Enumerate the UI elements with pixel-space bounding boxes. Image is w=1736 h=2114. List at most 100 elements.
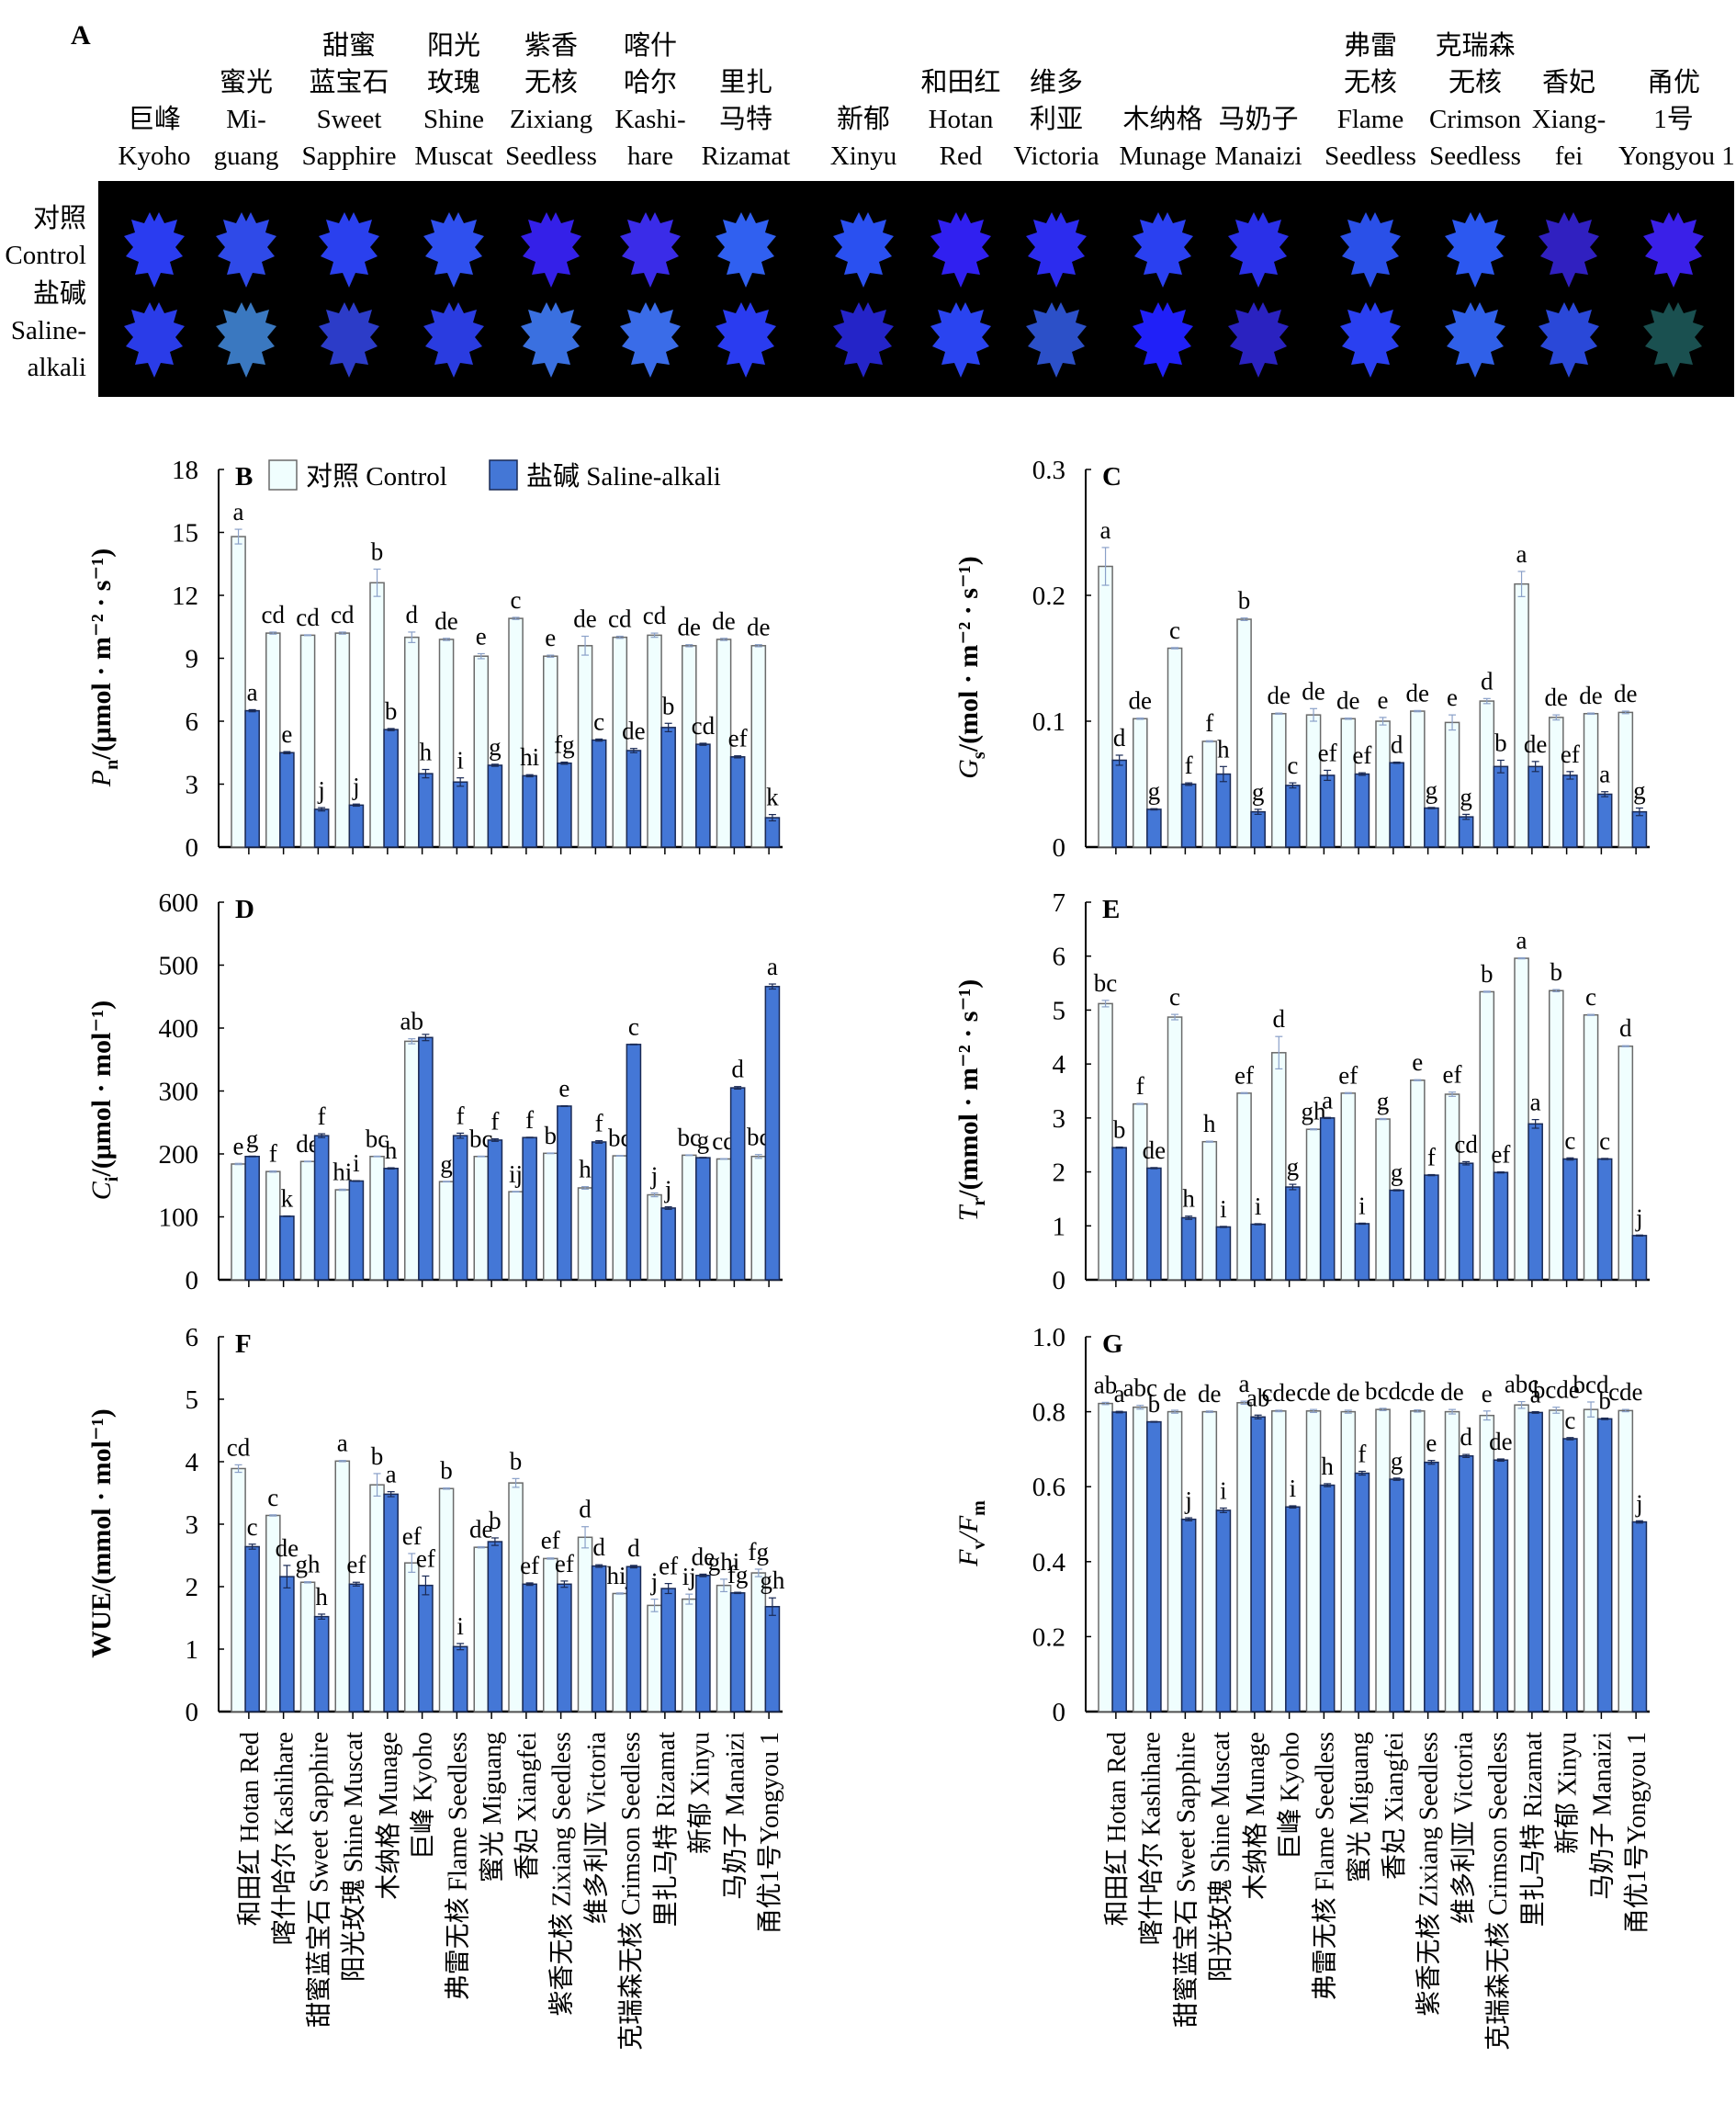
significance-letter: cd [262,601,286,628]
y-tick-label: 3 [186,771,199,800]
significance-letter: e [1426,1430,1437,1457]
significance-letter: d [1391,731,1403,759]
bar-saline-alkali [1250,810,1266,848]
bar-control [1133,1102,1148,1281]
leaf-stress [1641,299,1706,379]
bar-control [1271,1410,1287,1713]
bar-saline-alkali [591,739,607,848]
bar-control [438,1181,455,1281]
significance-letter: ef [659,1553,678,1580]
variety-header: 喀什 哈尔 Kashi-hare [595,28,705,175]
bar-control [1098,565,1113,848]
bar-control [716,1158,732,1281]
bar-saline-alkali [1389,1189,1404,1281]
significance-letter: j [1184,1487,1192,1514]
bar-saline-alkali [1354,1223,1370,1281]
variety-header-line: 香妃 [1541,68,1595,97]
significance-letter: de [1198,1380,1222,1407]
bar-saline-alkali [1424,1174,1439,1281]
significance-letter: ef [728,725,748,752]
bar-saline-alkali [1424,807,1439,848]
bar-control [577,1187,593,1281]
x-category-label: 里扎马特 Rizamat [651,1732,681,1927]
bar-control [612,1155,628,1281]
significance-letter: d [731,1056,744,1083]
significance-letter: g [246,1125,259,1152]
bar-control [1514,582,1529,848]
y-tick-label: 0 [1053,1698,1066,1727]
significance-letter: e [1378,686,1389,714]
significance-letter: g [1426,776,1438,804]
x-category-label: 弗雷无核 Flame Seedless [443,1732,472,2000]
bar-saline-alkali [279,752,295,848]
panel-letter: B [235,462,253,492]
variety-header-line: Sapphire [301,141,397,171]
x-category-label: 喀什哈尔 Kashihare [1137,1732,1167,1946]
variety-header: 巨峰 Kyoho [99,28,209,175]
bar-saline-alkali [383,729,399,848]
significance-letter: g [440,1150,453,1178]
variety-header-line: 木纳格 [1122,105,1203,134]
bar-control [369,1484,385,1713]
significance-letter: d [592,1533,605,1561]
variety-header-line: 利亚 [1029,105,1083,134]
variety-header-line: guang [213,141,279,171]
bar-control [1444,721,1460,848]
significance-letter: b [1148,1390,1161,1418]
bar-control [508,1191,524,1281]
leaf-control [714,209,778,289]
significance-letter: de [1614,680,1638,707]
significance-letter: c [511,586,522,614]
bar-saline-alkali [1493,1459,1509,1713]
bar-control [508,617,524,848]
leaf-stress [1338,299,1403,379]
significance-letter: cde [1608,1378,1642,1406]
significance-letter: f [1427,1144,1436,1171]
panel-a-letter: A [71,20,91,51]
variety-header-line: 新郁 [836,105,890,134]
leaf-stress [1226,299,1291,379]
significance-letter: f [457,1102,465,1129]
bar-control [1549,989,1564,1281]
variety-header: 弗雷 无核 Flame Seedless [1315,28,1426,175]
variety-header-line: Seedless [1429,141,1521,171]
variety-header-line: 蜜光 [219,68,273,97]
bar-control [1375,1408,1391,1713]
bar-saline-alkali [522,1583,537,1713]
bar-saline-alkali [1527,765,1543,848]
variety-header-line: Seedless [505,141,597,171]
row-label-stress-en1: Saline- [10,316,86,345]
bar-control [1340,1092,1357,1281]
bar-control [438,1487,455,1713]
significance-letter: ef [1443,1061,1462,1089]
bar-control [682,1598,697,1713]
significance-letter: a [1239,1370,1250,1397]
significance-letter: e [1447,684,1458,711]
significance-letter: bcd [1365,1377,1401,1405]
significance-letter: ef [1352,741,1371,769]
significance-letter: ef [555,1550,574,1577]
bar-control [1410,1080,1426,1281]
x-category-label: 香妃 Xiangfei [1380,1732,1409,1880]
significance-letter: i [457,1612,464,1640]
y-tick-label: 6 [186,1323,199,1352]
bar-saline-alkali [764,986,781,1281]
significance-letter: g [489,733,502,761]
bar-control [716,1584,732,1713]
significance-letter: g [1377,1087,1390,1114]
y-tick-label: 3 [1053,1104,1066,1134]
bar-control [404,1562,420,1713]
significance-letter: ef [416,1544,435,1572]
row-label-control-cn: 对照 [32,204,86,233]
significance-letter: bc [1094,969,1118,997]
bar-saline-alkali [383,1168,399,1281]
significance-letter: b [1238,587,1251,615]
variety-header-line: Crimson [1429,105,1521,134]
significance-letter: h [1321,1453,1334,1480]
significance-letter: f [1136,1072,1144,1100]
significance-letter: c [1169,616,1180,644]
bar-saline-alkali [557,1583,572,1713]
significance-letter: bcde [1533,1376,1580,1404]
significance-letter: b [1494,729,1507,756]
